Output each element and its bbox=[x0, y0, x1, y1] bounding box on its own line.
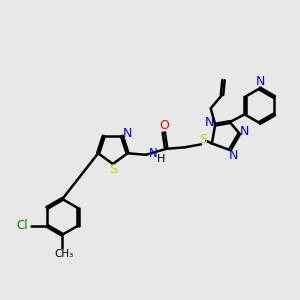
Text: N: N bbox=[256, 76, 266, 88]
Text: N: N bbox=[240, 124, 249, 138]
Text: N: N bbox=[122, 127, 132, 140]
Text: CH₃: CH₃ bbox=[54, 249, 74, 259]
Text: S: S bbox=[199, 133, 207, 146]
Text: S: S bbox=[109, 164, 117, 176]
Text: N: N bbox=[229, 149, 238, 162]
Text: N: N bbox=[149, 147, 158, 160]
Text: H: H bbox=[156, 154, 165, 164]
Text: N: N bbox=[205, 116, 214, 129]
Text: Cl: Cl bbox=[16, 219, 28, 232]
Text: O: O bbox=[159, 119, 169, 132]
